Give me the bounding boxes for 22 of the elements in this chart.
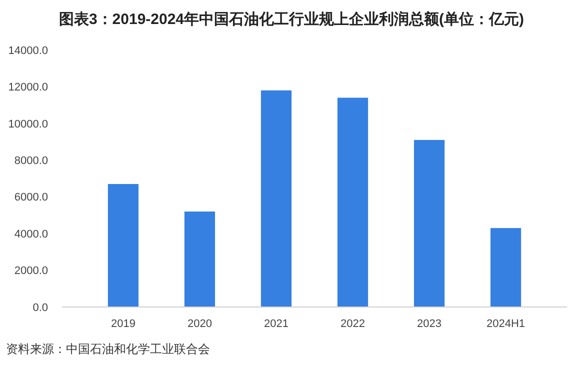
- text: 资料来源：中国石油和化学工业联合会: [6, 342, 210, 356]
- bar: [184, 212, 216, 307]
- y-tick-label: 0.0: [32, 302, 48, 314]
- x-tick-label: 2022: [340, 318, 365, 330]
- x-tick-label: 2020: [187, 318, 212, 330]
- y-tick-label: 8000.0: [14, 154, 48, 167]
- x-tick-label: 2024H1: [486, 318, 526, 330]
- bar: [337, 98, 368, 307]
- chart-title: 图表3：2019-2024年中国石油化工行业规上企业利润总额(单位：亿元): [58, 10, 524, 28]
- y-tick-label: 4000.0: [14, 228, 48, 240]
- x-tick-label: 2023: [417, 318, 442, 330]
- y-tick-label: 10000.0: [8, 118, 48, 130]
- bar: [260, 90, 292, 307]
- y-tick-label: 12000.0: [8, 82, 48, 94]
- bar: [414, 140, 445, 307]
- y-tick-label: 2000.0: [14, 265, 48, 278]
- y-tick-label: 14000.0: [8, 44, 48, 57]
- x-tick-label: 2019: [110, 318, 136, 330]
- x-tick-label: 2021: [264, 318, 288, 330]
- bar: [108, 184, 139, 307]
- y-tick-label: 6000.0: [14, 192, 48, 204]
- bar: [490, 228, 522, 307]
